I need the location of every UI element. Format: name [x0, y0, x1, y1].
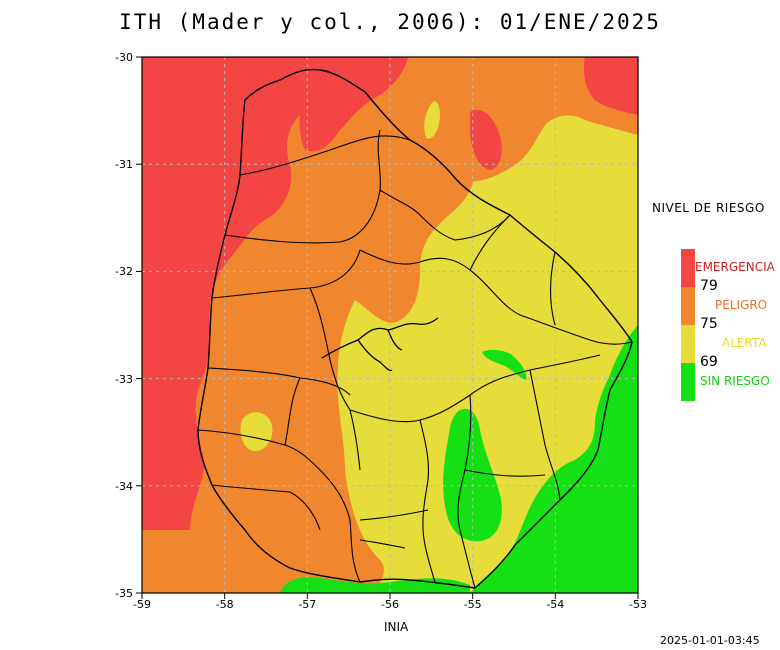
- zone-emergencia-north: [299, 57, 408, 152]
- tick-marks: [136, 56, 639, 599]
- x-tick-label: -54: [546, 598, 564, 611]
- y-tick-label: -34: [115, 480, 133, 493]
- zone-emergencia-northwest: [142, 57, 313, 530]
- x-tick-label: -55: [464, 598, 482, 611]
- y-tick-label: -35: [115, 587, 133, 600]
- legend-swatch-emergencia: [681, 249, 695, 287]
- map-plot-area: [142, 57, 638, 593]
- legend-label-peligro: PELIGRO: [715, 298, 768, 312]
- legend-swatch-alerta: [681, 325, 695, 363]
- legend-threshold-75: 75: [700, 316, 718, 332]
- y-tick-label: -33: [115, 373, 133, 386]
- legend-label-sin-riesgo: SIN RIESGO: [700, 374, 770, 388]
- x-tick-label: -53: [629, 598, 647, 611]
- legend-swatch-peligro: [681, 287, 695, 325]
- legend-threshold-69: 69: [700, 354, 718, 370]
- map-gridlines: [142, 57, 638, 593]
- timestamp: 2025-01-01-03:45: [660, 634, 760, 647]
- legend-threshold-79: 79: [700, 278, 718, 294]
- zone-emergencia-northeast: [583, 57, 638, 115]
- source-label: INIA: [384, 620, 409, 634]
- zone-alerta-island-1: [240, 412, 273, 452]
- y-tick-label: -30: [115, 51, 133, 64]
- x-tick-label: -59: [133, 598, 151, 611]
- legend-label-emergencia: EMERGENCIA: [695, 260, 775, 274]
- zone-sin-riesgo-spot: [482, 349, 527, 380]
- x-tick-label: -58: [216, 598, 234, 611]
- legend-label-alerta: ALERTA: [722, 336, 767, 350]
- legend-title: NIVEL DE RIESGO: [652, 201, 765, 215]
- x-tick-label: -57: [298, 598, 316, 611]
- lake-rincon-del-bonete: [321, 317, 439, 372]
- zone-sin-riesgo-southeast: [470, 325, 638, 593]
- y-tick-label: -31: [115, 158, 133, 171]
- legend-swatch-sin-riesgo: [681, 363, 695, 401]
- zone-alerta-island-2: [424, 101, 440, 139]
- department-borders: [197, 129, 633, 589]
- map-title: ITH (Mader y col., 2006): 01/ENE/2025: [119, 10, 661, 34]
- y-tick-label: -32: [115, 265, 133, 278]
- zone-emergencia-east-spot: [470, 109, 502, 170]
- x-tick-label: -56: [381, 598, 399, 611]
